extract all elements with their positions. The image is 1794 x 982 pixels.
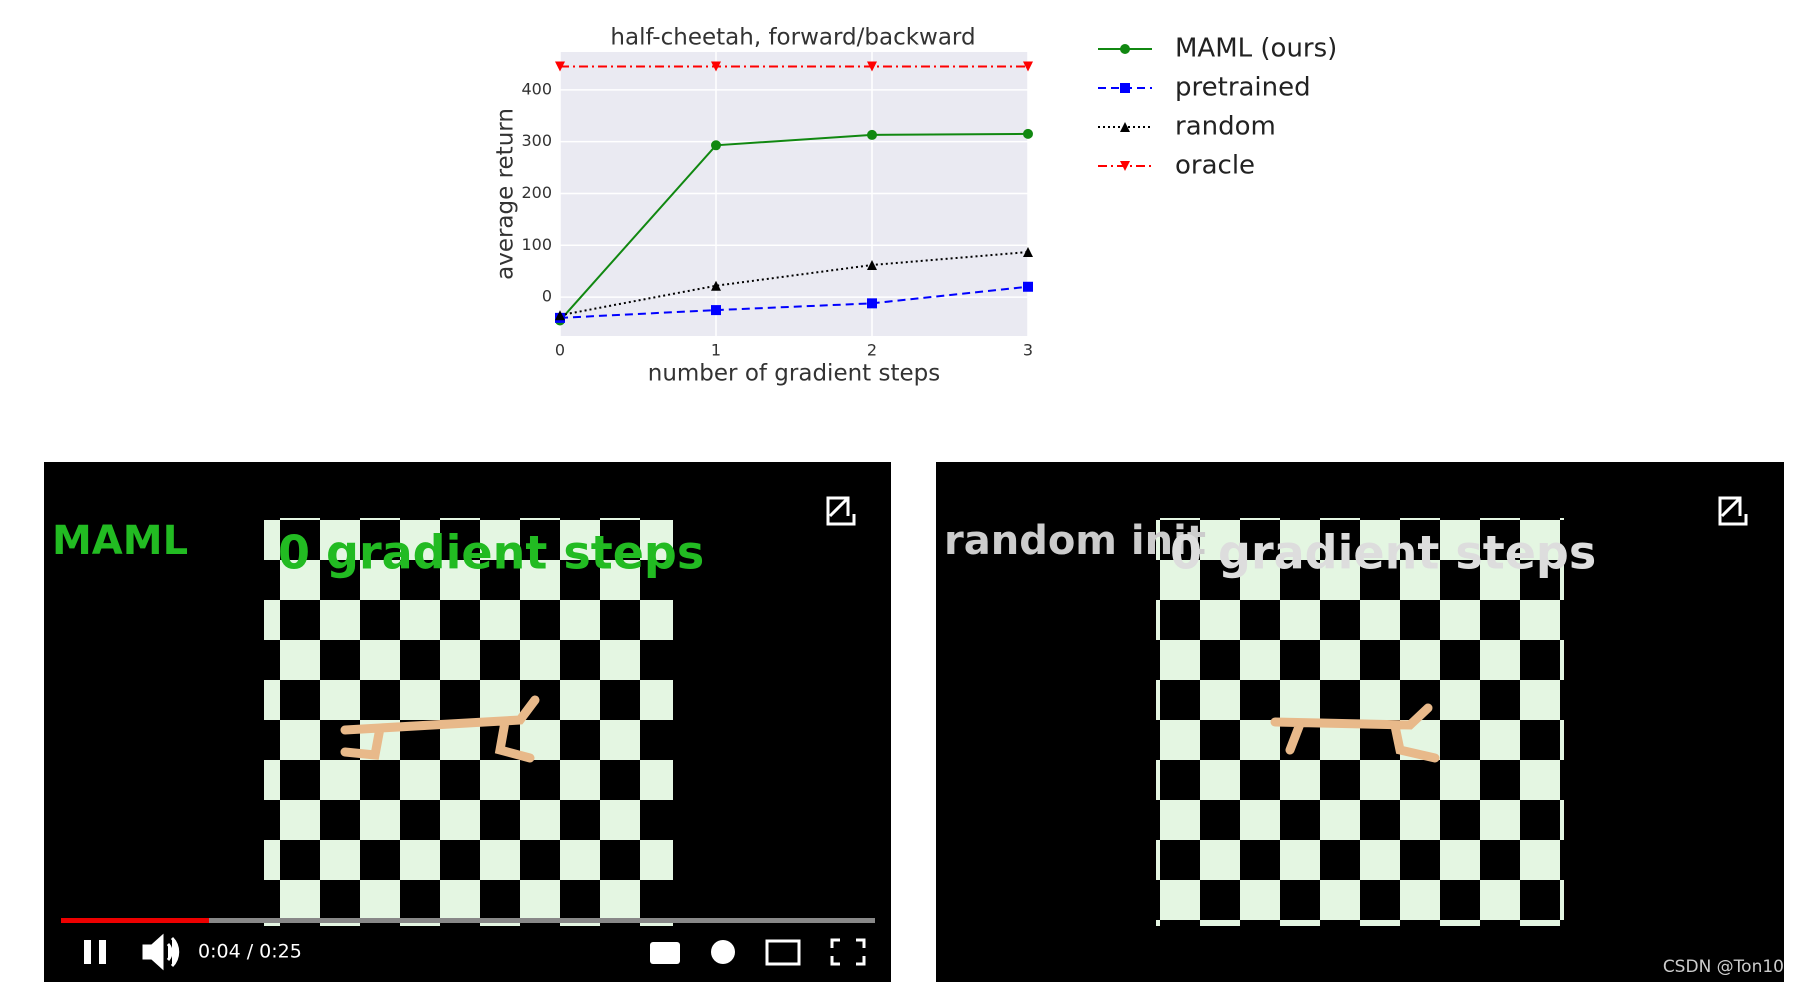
y-tick-label: 200 — [521, 183, 552, 202]
legend-label: MAML (ours) — [1175, 34, 1337, 64]
video-time: 0:04 / 0:25 — [198, 941, 302, 963]
marker — [867, 260, 877, 270]
series-line — [559, 132, 1029, 322]
chart-title: half-cheetah, forward/backward — [610, 25, 975, 51]
x-axis-label: number of gradient steps — [648, 361, 941, 387]
marker — [1120, 44, 1130, 54]
video-player[interactable]: MAML 0 gradient steps 0:04 / 0:25 — [44, 462, 891, 982]
miniplayer-button[interactable] — [765, 939, 801, 966]
marker — [1023, 247, 1033, 258]
x-tick-label: 2 — [867, 341, 877, 360]
settings-button[interactable] — [711, 940, 735, 964]
video-player[interactable]: random init 0 gradient steps — [936, 462, 1784, 982]
marker — [711, 280, 721, 291]
marker — [1120, 122, 1130, 132]
series-line — [559, 285, 1029, 319]
open-external-icon[interactable] — [826, 496, 856, 526]
y-tick-label: 400 — [521, 79, 552, 98]
y-axis-label: average return — [493, 108, 519, 280]
marker — [555, 310, 565, 321]
marker — [1120, 161, 1130, 171]
marker — [711, 305, 721, 316]
cheetah — [340, 695, 540, 763]
marker — [867, 129, 877, 140]
marker — [711, 61, 721, 72]
marker — [1120, 83, 1130, 93]
watermark: CSDN @Ton10 — [1663, 957, 1784, 977]
marker — [867, 61, 877, 72]
legend-label: oracle — [1175, 151, 1255, 181]
pause-button[interactable] — [84, 940, 91, 964]
video-caption: 0 gradient steps — [1170, 526, 1596, 580]
video-label: random init — [944, 518, 1206, 564]
y-tick-label: 100 — [521, 235, 552, 254]
cheetah — [1270, 703, 1440, 763]
progress-played — [61, 918, 209, 923]
x-tick-label: 1 — [711, 341, 721, 360]
y-tick-label: 0 — [542, 287, 552, 306]
marker — [1023, 128, 1033, 139]
marker — [711, 140, 721, 151]
marker — [1023, 61, 1033, 72]
video-caption: 0 gradient steps — [278, 526, 704, 580]
x-tick-label: 0 — [555, 341, 565, 360]
marker — [867, 298, 877, 309]
subtitles-button[interactable] — [650, 942, 680, 964]
legend-label: random — [1175, 112, 1276, 142]
volume-button[interactable] — [142, 933, 180, 971]
x-tick-label: 3 — [1023, 341, 1033, 360]
pause-button-bar — [99, 940, 106, 964]
legend-label: pretrained — [1175, 73, 1311, 103]
progress-track[interactable] — [61, 918, 875, 923]
open-external-icon[interactable] — [1718, 496, 1748, 526]
marker — [1023, 281, 1033, 292]
fullscreen-button[interactable] — [830, 938, 866, 966]
video-label: MAML — [52, 518, 188, 564]
marker — [555, 61, 565, 72]
y-tick-label: 300 — [521, 131, 552, 150]
